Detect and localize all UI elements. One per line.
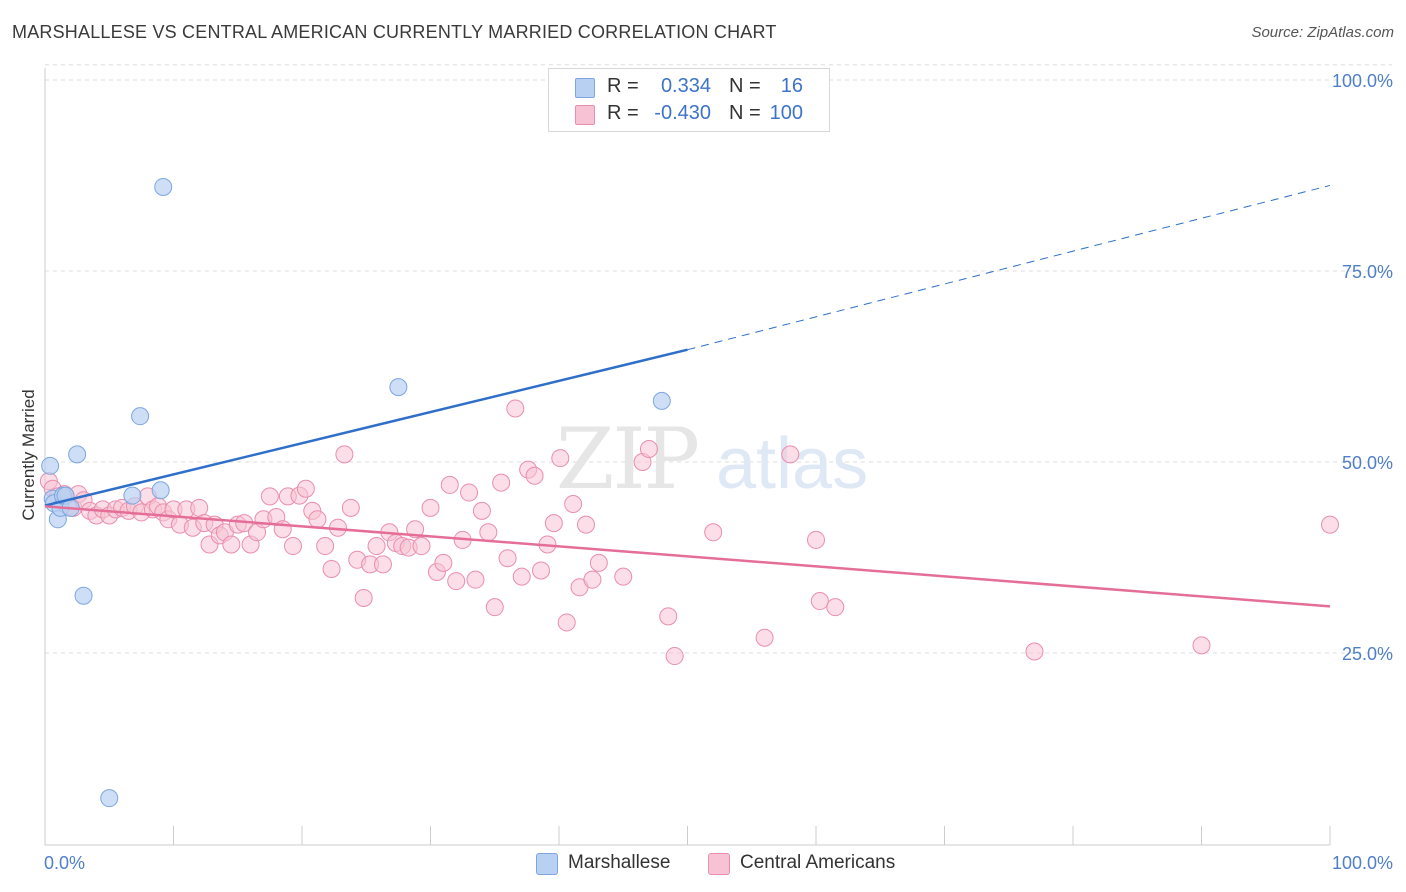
point-central-americans: [466, 570, 485, 589]
legend-n-label: N =: [729, 102, 761, 124]
point-central-americans: [576, 515, 595, 534]
watermark: ZIP atlas: [556, 410, 868, 508]
x-tick-label: 100.0%: [1332, 853, 1393, 873]
point-central-americans: [564, 495, 583, 514]
point-central-americans: [506, 399, 525, 418]
trend-line-marshallese: [44, 348, 688, 507]
point-central-americans: [1025, 642, 1044, 661]
point-central-americans: [826, 598, 845, 617]
watermark-atlas: atlas: [716, 424, 868, 504]
y-tick-label: 75.0%: [1342, 262, 1393, 282]
legend-swatch-marshallese: [536, 853, 558, 875]
point-central-americans: [639, 440, 658, 459]
y-tick-label: 50.0%: [1342, 453, 1393, 473]
point-central-americans: [479, 523, 498, 542]
legend-label-central-americans: Central Americans: [740, 852, 896, 873]
series-legend: Marshallese Central Americans: [0, 852, 1406, 878]
point-marshallese: [123, 486, 142, 505]
trend-line-marshallese-extension: [687, 184, 1331, 351]
point-central-americans: [551, 449, 570, 468]
x-tick-label: 0.0%: [44, 853, 85, 873]
y-axis-label: Currently Married: [19, 389, 38, 520]
point-central-americans: [704, 523, 723, 542]
point-central-americans: [1192, 636, 1211, 655]
grid-lines: [45, 64, 1392, 654]
point-central-americans: [341, 498, 360, 517]
series-central-americans: [39, 399, 1339, 666]
legend-n-value: 16: [780, 75, 803, 97]
point-central-americans: [544, 514, 563, 533]
source-credit: Source: ZipAtlas.com: [1251, 24, 1394, 41]
point-marshallese: [74, 586, 93, 605]
point-marshallese: [652, 391, 671, 410]
legend-n-value: 100: [769, 102, 803, 124]
chart-title: MARSHALLESE VS CENTRAL AMERICAN CURRENTL…: [12, 22, 777, 42]
axes: [44, 68, 1331, 846]
point-central-americans: [781, 445, 800, 464]
point-central-americans: [316, 537, 335, 556]
point-central-americans: [512, 567, 531, 586]
legend-label-marshallese: Marshallese: [568, 852, 671, 873]
point-central-americans: [190, 498, 209, 517]
point-central-americans: [354, 588, 373, 607]
point-marshallese: [151, 481, 170, 500]
trend-line-central-americans: [44, 505, 1331, 608]
point-central-americans: [421, 498, 440, 517]
point-central-americans: [498, 549, 517, 568]
point-marshallese: [131, 407, 150, 426]
point-central-americans: [296, 479, 315, 498]
point-central-americans: [322, 559, 341, 578]
point-central-americans: [755, 628, 774, 647]
point-central-americans: [373, 555, 392, 574]
point-marshallese: [154, 177, 173, 196]
point-marshallese: [68, 445, 87, 464]
point-central-americans: [222, 535, 241, 554]
point-central-americans: [440, 475, 459, 494]
y-tick-label: 25.0%: [1342, 644, 1393, 664]
point-central-americans: [447, 572, 466, 591]
point-central-americans: [659, 607, 678, 626]
point-central-americans: [557, 613, 576, 632]
legend-row-marshallese: R = 0.334 N = 16: [549, 73, 829, 101]
point-central-americans: [532, 561, 551, 580]
point-central-americans: [1321, 515, 1339, 534]
point-marshallese: [389, 378, 408, 397]
point-central-americans: [589, 553, 608, 572]
point-central-americans: [367, 537, 386, 556]
legend-r-label: R =: [607, 75, 639, 97]
legend-swatch-marshallese: [575, 78, 595, 98]
point-central-americans: [472, 501, 491, 520]
point-central-americans: [614, 567, 633, 586]
point-central-americans: [525, 466, 544, 485]
point-marshallese: [100, 789, 119, 808]
y-tick-label: 100.0%: [1332, 71, 1393, 91]
point-central-americans: [583, 570, 602, 589]
point-central-americans: [810, 592, 829, 611]
point-central-americans: [485, 598, 504, 617]
legend-r-value: -0.430: [654, 102, 711, 124]
legend-n-label: N =: [729, 75, 761, 97]
legend-r-label: R =: [607, 102, 639, 124]
point-central-americans: [434, 553, 453, 572]
point-central-americans: [460, 483, 479, 502]
legend-swatch-central-americans: [708, 853, 730, 875]
watermark-zip: ZIP: [556, 410, 698, 508]
stats-legend: R = 0.334 N = 16 R = -0.430 N = 100: [548, 68, 830, 132]
point-central-americans: [665, 647, 684, 666]
point-central-americans: [260, 487, 279, 506]
point-marshallese: [41, 456, 60, 475]
point-central-americans: [406, 520, 425, 539]
point-central-americans: [308, 510, 327, 529]
tick-labels: 25.0% 50.0% 75.0% 100.0% 0.0% 100.0%: [44, 71, 1393, 873]
point-central-americans: [492, 473, 511, 492]
legend-r-value: 0.334: [660, 75, 711, 97]
trend-lines: [44, 184, 1331, 608]
point-central-americans: [284, 537, 303, 556]
legend-row-central-americans: R = -0.430 N = 100: [549, 100, 829, 128]
legend-swatch-central-americans: [575, 105, 595, 125]
point-central-americans: [335, 445, 354, 464]
point-central-americans: [412, 537, 431, 556]
point-central-americans: [807, 530, 825, 549]
